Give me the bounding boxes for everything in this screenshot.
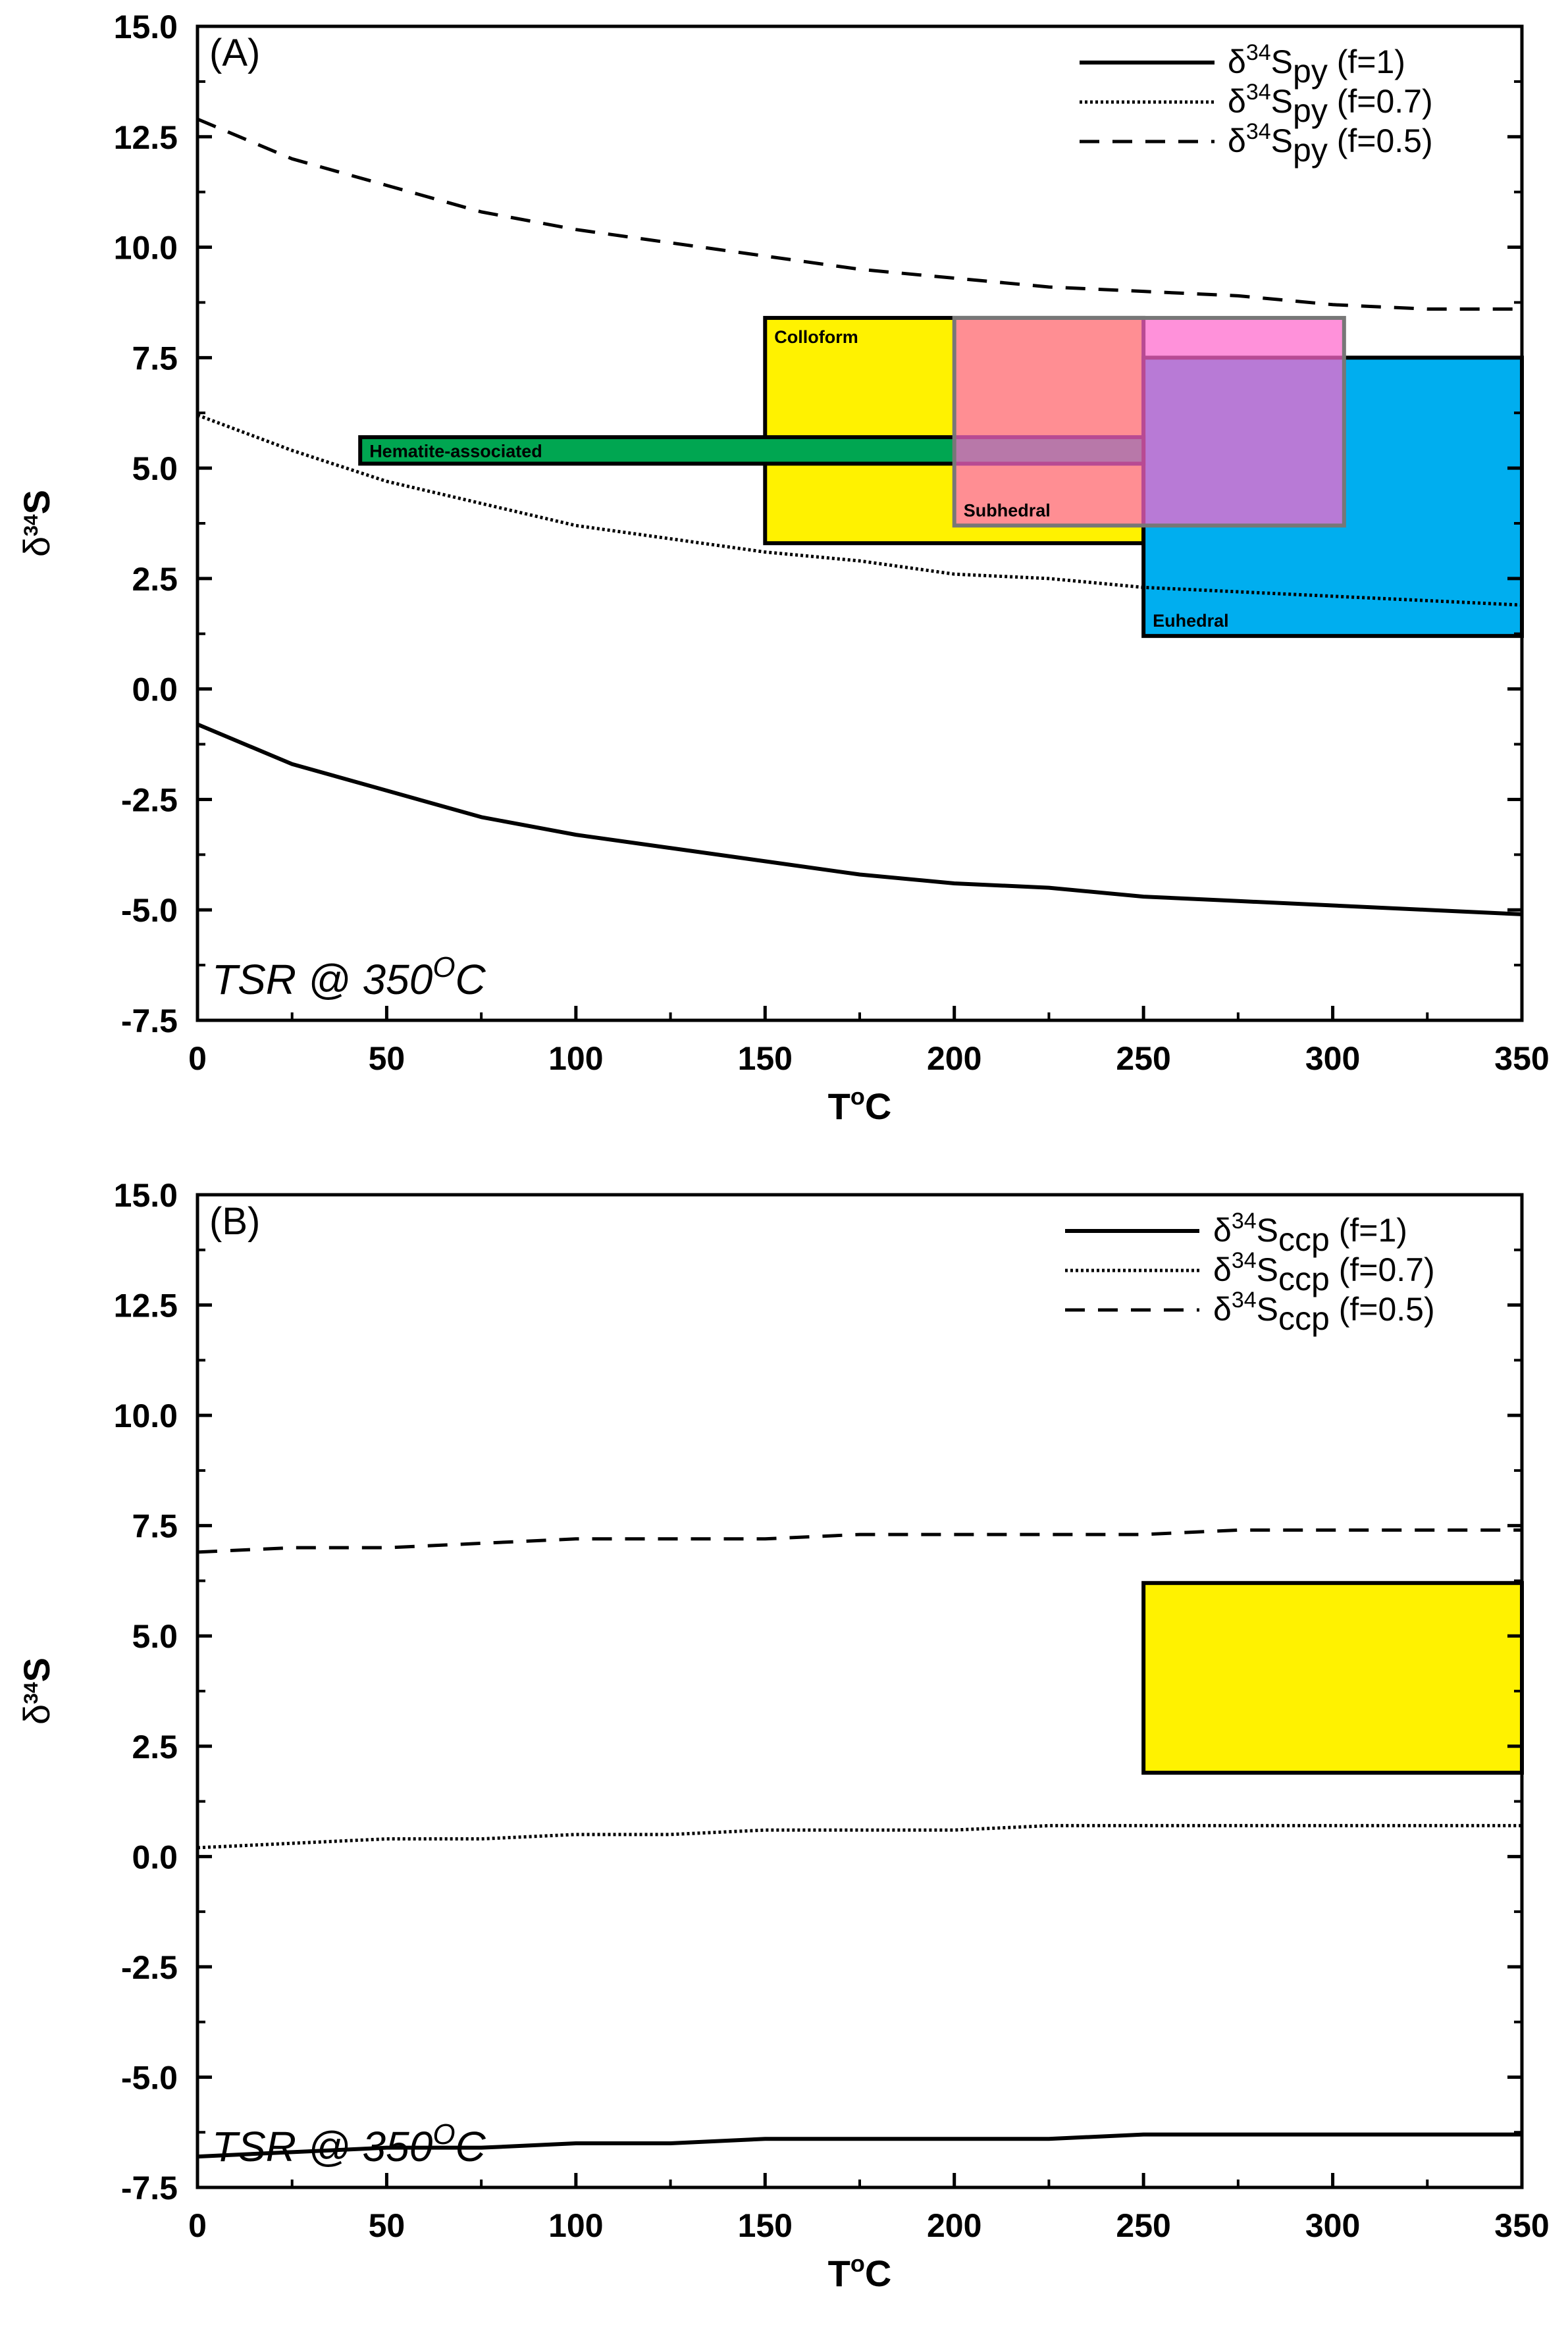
panel-a: Colloform Euhedral Hematite-associated Subh… (16, 9, 1550, 1127)
legend: δ34Spy (f=1)δ34Spy (f=0.7)δ34Spy (f=0.5) (1080, 40, 1433, 169)
x-tick-label: 100 (548, 1040, 603, 1077)
legend: δ34Sccp (f=1)δ34Sccp (f=0.7)δ34Sccp (f=0… (1065, 1209, 1435, 1337)
legend-entry: δ34Spy (f=0.7) (1228, 80, 1433, 129)
legend-entry: δ34Spy (f=0.5) (1228, 119, 1433, 169)
box-label: Subhedral (964, 500, 1051, 520)
x-tick-label: 250 (1116, 2207, 1170, 2244)
y-tick-label: 5.0 (132, 1618, 178, 1655)
x-tick-label: 350 (1494, 2207, 1549, 2244)
y-tick-label: 5.0 (132, 450, 178, 487)
y-tick-label: 12.5 (114, 119, 178, 156)
series-line-dashed (197, 1528, 1522, 1554)
series-line-dotted (197, 1823, 1522, 1850)
x-axis-title: ToC (828, 1083, 892, 1127)
y-tick-label: 2.5 (132, 1729, 178, 1765)
series-line-dotted (197, 413, 1523, 607)
panel-label: (A) (209, 32, 260, 74)
x-tick-label: 300 (1305, 2207, 1360, 2244)
x-tick-label: 200 (927, 1040, 981, 1077)
x-tick-label: 200 (927, 2207, 981, 2244)
panel-label: (B) (209, 1200, 260, 1243)
x-tick-label: 250 (1116, 1040, 1170, 1077)
series-line-solid (197, 2132, 1522, 2159)
y-tick-label: 12.5 (114, 1288, 178, 1324)
y-tick-label: -7.5 (121, 2170, 178, 2207)
y-tick-label: -2.5 (121, 781, 178, 818)
range-box-subhedral (952, 315, 1346, 528)
y-tick-label: -7.5 (121, 1003, 178, 1039)
x-tick-label: 100 (548, 2207, 603, 2244)
y-tick-label: 7.5 (132, 1508, 178, 1545)
y-tick-label: 2.5 (132, 561, 178, 598)
x-tick-label: 0 (188, 2207, 207, 2244)
tsr-annotation: TSR @ 350OC (212, 951, 486, 1003)
y-tick-label: 7.5 (132, 340, 178, 377)
box-label: Euhedral (1153, 611, 1229, 631)
tsr-annotation: TSR @ 350OC (212, 2118, 486, 2170)
x-axis-title: ToC (828, 2250, 892, 2294)
series-line-solid (196, 722, 1523, 916)
y-axis-title: δ34S (16, 490, 57, 557)
x-tick-label: 350 (1494, 1040, 1549, 1077)
x-tick-label: 150 (738, 2207, 793, 2244)
y-tick-label: 0.0 (132, 1839, 178, 1875)
x-tick-label: 0 (188, 1040, 207, 1077)
legend-entry: δ34Sccp (f=1) (1213, 1209, 1407, 1258)
y-axis-title: δ34S (16, 1658, 57, 1725)
x-tick-label: 50 (369, 1040, 405, 1077)
y-tick-label: 10.0 (114, 230, 178, 267)
legend-entry: δ34Spy (f=1) (1228, 40, 1405, 90)
legend-entry: δ34Sccp (f=0.5) (1213, 1288, 1435, 1337)
range-box-ccp (1141, 1580, 1524, 1775)
x-tick-label: 150 (738, 1040, 793, 1077)
y-tick-label: -5.0 (121, 892, 178, 929)
box-label: Colloform (774, 327, 858, 347)
y-tick-label: 0.0 (132, 671, 178, 708)
y-tick-label: 15.0 (114, 1177, 178, 1214)
x-tick-label: 50 (369, 2207, 405, 2244)
y-tick-label: 15.0 (114, 9, 178, 45)
panel-b: 0 50 100 150 200 250 300 350 -7.5 -5.0 -2.5 0.0 2.5 5… (16, 1177, 1550, 2294)
series-line-dashed (197, 117, 1522, 311)
y-tick-label: -5.0 (121, 2059, 178, 2096)
y-tick-label: -2.5 (121, 1949, 178, 1986)
box-label: Hematite-associated (369, 441, 542, 461)
x-tick-label: 300 (1305, 1040, 1360, 1077)
y-tick-label: 10.0 (114, 1398, 178, 1434)
legend-entry: δ34Sccp (f=0.7) (1213, 1248, 1435, 1297)
